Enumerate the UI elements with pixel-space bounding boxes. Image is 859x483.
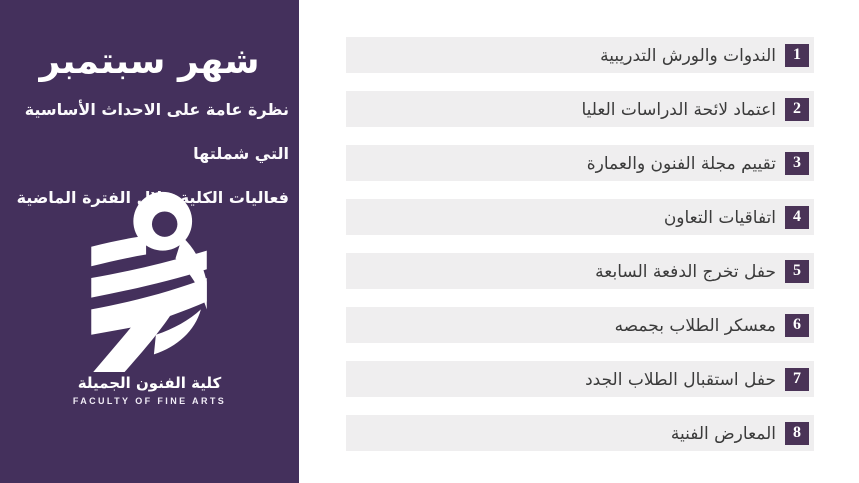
item-label: الندوات والورش التدريبية	[600, 45, 776, 66]
list-item-4[interactable]: 4 اتفاقيات التعاون	[346, 199, 814, 235]
logo-arabic-name: كلية الفنون الجميلة	[77, 374, 222, 392]
faculty-logo: كلية الفنون الجميلة FACULTY OF FINE ARTS	[0, 186, 299, 406]
list-item-1[interactable]: 1 الندوات والورش التدريبية	[346, 37, 814, 73]
item-number-badge: 3	[785, 151, 809, 175]
item-number-badge: 5	[785, 259, 809, 283]
events-list: 1 الندوات والورش التدريبية 2 اعتماد لائح…	[346, 37, 814, 451]
list-item-5[interactable]: 5 حفل تخرج الدفعة السابعة	[346, 253, 814, 289]
item-number-badge: 4	[785, 205, 809, 229]
faculty-logo-mark-icon	[90, 191, 207, 372]
sidebar: شهر سبتمبر نظرة عامة على الاحداث الأساسي…	[0, 0, 299, 483]
logo-english-name: FACULTY OF FINE ARTS	[72, 396, 227, 406]
item-label: تقييم مجلة الفنون والعمارة	[586, 153, 776, 174]
item-number-badge: 8	[785, 421, 809, 445]
item-number-badge: 7	[785, 367, 809, 391]
item-label: المعارض الفنية	[670, 423, 776, 444]
item-label: حفل استقبال الطلاب الجدد	[585, 369, 776, 390]
item-label: حفل تخرج الدفعة السابعة	[595, 261, 776, 282]
item-number-badge: 1	[785, 43, 809, 67]
item-label: اتفاقيات التعاون	[663, 207, 776, 228]
list-item-8[interactable]: 8 المعارض الفنية	[346, 415, 814, 451]
item-number-badge: 6	[785, 313, 809, 337]
list-item-2[interactable]: 2 اعتماد لائحة الدراسات العليا	[346, 91, 814, 127]
item-label: اعتماد لائحة الدراسات العليا	[581, 99, 776, 120]
item-label: معسكر الطلاب بجمصه	[614, 315, 776, 336]
list-item-3[interactable]: 3 تقييم مجلة الفنون والعمارة	[346, 145, 814, 181]
item-number-badge: 2	[785, 97, 809, 121]
subtitle-line-1: نظرة عامة على الاحداث الأساسية التي شملت…	[24, 100, 289, 164]
list-item-6[interactable]: 6 معسكر الطلاب بجمصه	[346, 307, 814, 343]
slide-title: شهر سبتمبر	[39, 41, 260, 82]
list-item-7[interactable]: 7 حفل استقبال الطلاب الجدد	[346, 361, 814, 397]
